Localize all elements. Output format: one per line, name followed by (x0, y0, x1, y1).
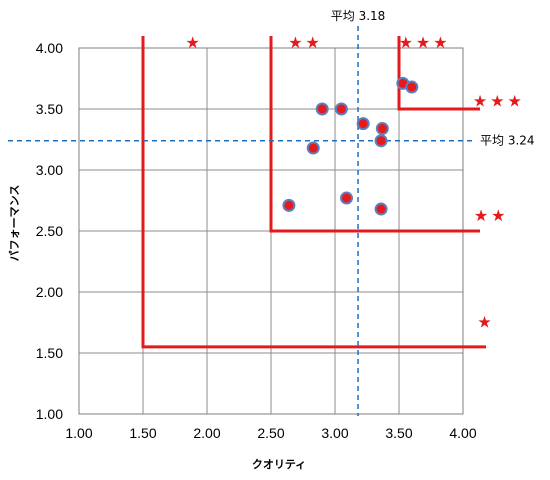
zone-boundary-2-star (269, 36, 480, 233)
x-tick-label: 1.50 (129, 425, 156, 441)
average-x-label: 平均 3.18 (331, 9, 386, 23)
y-axis-ticks: 1.00 1.50 2.00 2.50 3.00 3.50 4.00 (36, 40, 63, 422)
star-rating-label: ★ (186, 33, 203, 52)
star-rating-label: ★ (477, 312, 494, 331)
y-tick-label: 1.00 (36, 406, 63, 422)
star-labels: ★ ★★ ★★★★★★★★★ (186, 33, 525, 331)
data-points (282, 76, 419, 216)
y-tick-label: 2.00 (36, 284, 63, 300)
x-tick-label: 2.00 (193, 425, 220, 441)
data-point (315, 102, 329, 116)
star-rating-label: ★★ (474, 206, 509, 225)
y-tick-label: 2.50 (36, 223, 63, 239)
y-tick-label: 4.00 (36, 40, 63, 56)
data-point (375, 122, 389, 136)
x-tick-label: 2.50 (257, 425, 284, 441)
zone-boundary-1-star (141, 36, 486, 349)
star-rating-label: ★★★ (399, 33, 451, 52)
y-tick-label: 3.00 (36, 162, 63, 178)
rating-zones (141, 36, 486, 349)
x-tick-label: 4.00 (449, 425, 476, 441)
x-tick-label: 1.00 (65, 425, 92, 441)
data-point (405, 80, 419, 94)
data-point (282, 198, 296, 212)
data-point (334, 102, 348, 116)
x-tick-label: 3.50 (385, 425, 412, 441)
average-lines (8, 26, 473, 416)
x-axis-title: クオリティ (252, 458, 306, 471)
star-rating-label: ★★★ (473, 91, 525, 110)
star-rating-label: ★★ (288, 33, 323, 52)
x-tick-label: 3.00 (321, 425, 348, 441)
data-point (340, 191, 354, 205)
y-axis-title: パフォーマンス (8, 185, 21, 262)
data-point (306, 141, 320, 155)
data-point (374, 202, 388, 216)
data-point (374, 134, 388, 148)
average-y-label: 平均 3.24 (480, 134, 535, 148)
data-point (356, 117, 370, 131)
y-tick-label: 3.50 (36, 101, 63, 117)
x-axis-ticks: 1.00 1.50 2.00 2.50 3.00 3.50 4.00 (65, 425, 476, 441)
y-tick-label: 1.50 (36, 345, 63, 361)
zone-boundary-3-star (397, 36, 480, 111)
